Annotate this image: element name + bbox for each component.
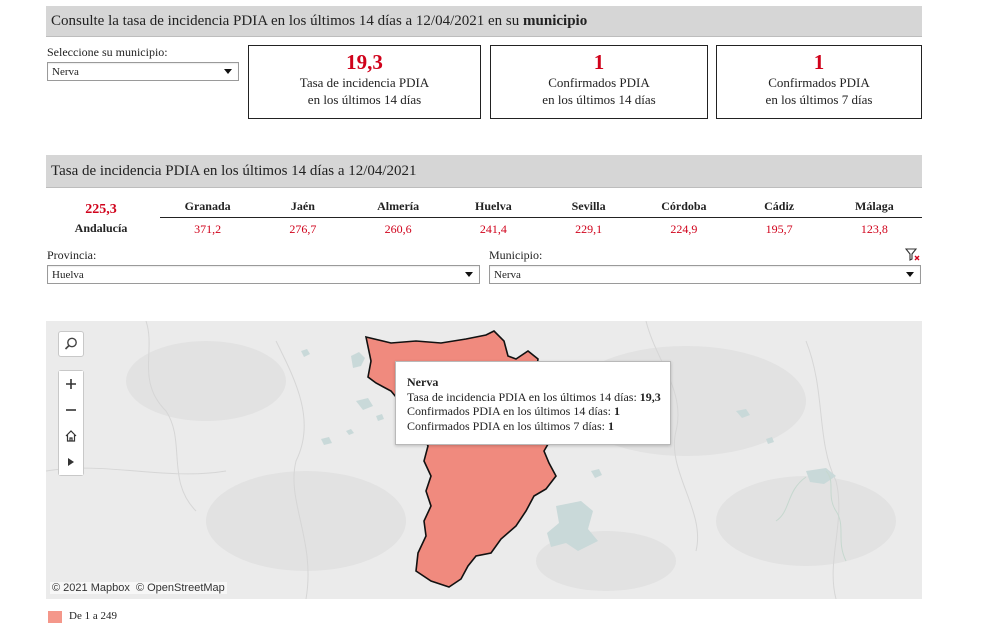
legend-label: De 1 a 249: [69, 610, 117, 622]
provincia-filter-label: Provincia:: [47, 248, 97, 262]
tooltip-row-confirmed-14: Confirmados PDIA en los últimos 14 días:…: [407, 404, 620, 418]
kpi-label-line2: en los últimos 14 días: [542, 92, 656, 107]
province-name: Córdoba: [661, 199, 707, 213]
province-value: 229,1: [575, 221, 603, 236]
province-value: 276,7: [289, 221, 317, 236]
expand-toolbar-button[interactable]: [59, 449, 83, 475]
map-zoom-toolbar: [58, 370, 84, 476]
home-icon: [65, 430, 77, 442]
zoom-in-button[interactable]: [59, 371, 83, 397]
kpi-label-line1: Tasa de incidencia PDIA: [299, 75, 430, 90]
kpi-value: 1: [813, 50, 825, 74]
andalucia-label: Andalucía: [74, 221, 128, 235]
province-name: Málaga: [855, 199, 894, 213]
province-name: Jaén: [290, 199, 315, 213]
mapbox-attribution-link[interactable]: © 2021 Mapbox: [52, 582, 130, 594]
map-search-button[interactable]: [58, 331, 84, 357]
play-icon: [68, 458, 74, 466]
province-header-row: Granada Jaén Almería Huelva Sevilla Córd…: [160, 196, 922, 218]
map-attribution: © 2021 Mapbox © OpenStreetMap: [50, 582, 227, 594]
header-bar: Consulte la tasa de incidencia PDIA en l…: [46, 6, 922, 37]
andalucia-value: 225,3: [85, 202, 117, 217]
municipio-filter-value: Nerva: [494, 268, 521, 281]
kpi-value: 1: [593, 50, 605, 74]
andalucia-summary: 225,3 Andalucía: [46, 202, 156, 236]
province-name: Almería: [377, 199, 420, 213]
provincia-filter-value: Huelva: [52, 268, 84, 281]
filter-clear-icon[interactable]: [904, 248, 921, 262]
municipio-filter-label: Municipio:: [489, 248, 543, 262]
osm-attribution-link[interactable]: © OpenStreetMap: [135, 582, 225, 594]
legend-swatch: [48, 611, 62, 623]
home-button[interactable]: [59, 423, 83, 449]
province-value: 260,6: [384, 221, 412, 236]
province-name: Granada: [184, 199, 231, 213]
province-value: 123,8: [860, 221, 888, 236]
kpi-card-incidence: 19,3 Tasa de incidencia PDIA en los últi…: [248, 45, 481, 119]
province-name: Cádiz: [764, 199, 795, 213]
kpi-label-line1: Confirmados PDIA: [548, 75, 650, 90]
province-value: 195,7: [765, 221, 793, 236]
province-table: Granada Jaén Almería Huelva Sevilla Córd…: [160, 196, 922, 240]
kpi-card-confirmed-14: 1 Confirmados PDIA en los últimos 14 día…: [490, 45, 708, 119]
header-title: Consulte la tasa de incidencia PDIA en l…: [51, 12, 588, 29]
province-name: Huelva: [475, 199, 512, 213]
chevron-down-icon: [906, 272, 914, 277]
minus-icon: [66, 409, 76, 411]
plus-icon: [66, 379, 76, 389]
chevron-down-icon: [224, 69, 232, 74]
chevron-down-icon: [465, 272, 473, 277]
province-value: 224,9: [670, 221, 698, 236]
municipio-selector-label: Seleccione su municipio:: [47, 45, 168, 59]
tooltip-title: Nerva: [407, 375, 439, 389]
search-icon: [64, 337, 77, 350]
tooltip-row-confirmed-7: Confirmados PDIA en los últimos 7 días: …: [407, 418, 614, 433]
tooltip-row-incidence: Tasa de incidencia PDIA en los últimos 1…: [407, 389, 661, 404]
zoom-out-button[interactable]: [59, 397, 83, 423]
kpi-card-confirmed-7: 1 Confirmados PDIA en los últimos 7 días: [716, 45, 922, 119]
provincia-filter-dropdown[interactable]: Huelva: [47, 265, 480, 284]
kpi-label-line2: en los últimos 14 días: [307, 92, 422, 107]
province-value-row: 371,2 276,7 260,6 241,4 229,1 224,9 195,…: [160, 218, 922, 240]
kpi-label-line2: en los últimos 7 días: [765, 92, 873, 107]
map-view[interactable]: Nerva Tasa de incidencia PDIA en los últ…: [46, 321, 922, 599]
map-tooltip: Nerva Tasa de incidencia PDIA en los últ…: [395, 361, 671, 445]
province-name: Sevilla: [571, 199, 606, 213]
municipio-filter-dropdown[interactable]: Nerva: [489, 265, 921, 284]
section-title: Tasa de incidencia PDIA en los últimos 1…: [51, 162, 417, 179]
municipio-selector-dropdown[interactable]: Nerva: [47, 62, 239, 81]
section-bar: Tasa de incidencia PDIA en los últimos 1…: [46, 155, 922, 188]
municipio-selector-value: Nerva: [52, 65, 79, 78]
province-value: 371,2: [194, 221, 222, 236]
kpi-value: 19,3: [346, 50, 383, 74]
kpi-label-line1: Confirmados PDIA: [768, 75, 870, 90]
province-value: 241,4: [479, 221, 507, 236]
